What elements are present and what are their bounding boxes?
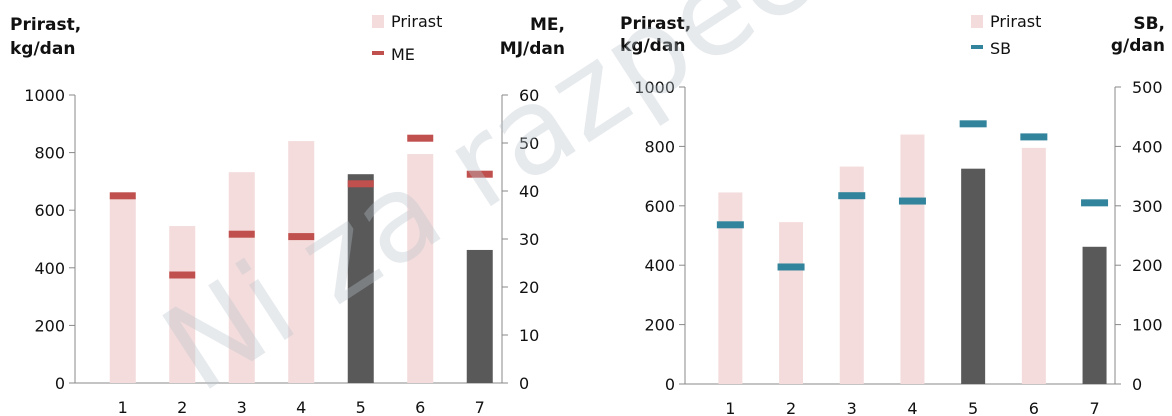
- y-tick-label-right: 0: [519, 374, 529, 393]
- y-tick-label-right: 60: [519, 86, 539, 105]
- y-tick-label-right: 500: [1132, 78, 1163, 97]
- marker-sb-2: [777, 263, 805, 271]
- y-axis-title-right: SB, g/dan: [1111, 14, 1165, 56]
- y-tick-label-left: 800: [34, 144, 65, 163]
- marker-me-2: [169, 271, 196, 279]
- y-tick-label-left: 0: [55, 374, 65, 393]
- bar-prirast-5: [347, 174, 374, 383]
- marker-me-3: [228, 230, 255, 238]
- y-tick-label-left: 200: [644, 316, 675, 335]
- x-tick-label: 2: [177, 398, 187, 416]
- bar-prirast-3: [839, 166, 864, 384]
- marker-me-4: [288, 233, 315, 241]
- marker-me-7: [466, 170, 493, 178]
- x-tick-label: 1: [118, 398, 128, 416]
- x-tick-label: 2: [786, 399, 796, 416]
- x-tick-label: 5: [356, 398, 366, 416]
- y-tick-label-right: 20: [519, 278, 539, 297]
- x-tick-label: 6: [415, 398, 425, 416]
- y-axis-title-right: ME, MJ/dan: [500, 15, 565, 59]
- y-tick-label-right: 10: [519, 326, 539, 345]
- marker-sb-1: [716, 221, 744, 229]
- marker-sb-5: [959, 120, 987, 128]
- marker-sb-3: [838, 192, 866, 200]
- bar-prirast-5: [961, 168, 986, 384]
- y-tick-label-right: 100: [1132, 316, 1163, 335]
- y-tick-label-right: 200: [1132, 256, 1163, 275]
- legend-label-prirast: Prirast: [391, 12, 442, 31]
- marker-sb-7: [1081, 199, 1109, 207]
- bar-prirast-7: [466, 249, 493, 383]
- y-tick-label-left: 1000: [24, 86, 65, 105]
- bar-prirast-7: [1082, 246, 1107, 384]
- y-tick-label-right: 300: [1132, 197, 1163, 216]
- bar-prirast-3: [228, 172, 255, 383]
- bar-prirast-4: [288, 141, 315, 383]
- y-axis-title-left: Prirast, kg/dan: [620, 14, 691, 56]
- y-tick-label-right: 0: [1132, 375, 1142, 394]
- y-tick-label-left: 800: [644, 137, 675, 156]
- y-tick-label-left: 600: [34, 201, 65, 220]
- bar-prirast-2: [779, 222, 804, 384]
- bar-prirast-6: [1021, 147, 1046, 384]
- y-tick-label-right: 400: [1132, 137, 1163, 156]
- marker-me-6: [407, 134, 434, 142]
- legend-label-sb: SB: [990, 39, 1011, 58]
- x-tick-label: 1: [725, 399, 735, 416]
- y-tick-label-left: 400: [34, 259, 65, 278]
- y-tick-label-right: 50: [519, 134, 539, 153]
- bar-prirast-4: [900, 134, 925, 384]
- x-tick-label: 4: [296, 398, 306, 416]
- legend-swatch-me: [372, 51, 384, 55]
- legend-swatch-prirast: [971, 15, 983, 28]
- y-tick-label-left: 0: [665, 375, 675, 394]
- legend-swatch-sb: [971, 45, 983, 49]
- x-tick-label: 6: [1029, 399, 1039, 416]
- x-tick-label: 7: [1089, 399, 1099, 416]
- y-tick-label-left: 400: [644, 256, 675, 275]
- marker-me-5: [347, 180, 374, 188]
- bar-prirast-1: [718, 192, 743, 384]
- x-tick-label: 7: [475, 398, 485, 416]
- marker-sb-4: [898, 197, 926, 205]
- chart-right: Prirast, kg/dan SB, g/dan 0 200 400 600 800 1000 0…: [620, 12, 1165, 416]
- marker-me-1: [109, 192, 136, 200]
- y-tick-label-right: 40: [519, 182, 539, 201]
- bar-prirast-6: [407, 154, 434, 383]
- x-tick-label: 4: [907, 399, 917, 416]
- x-tick-label: 5: [968, 399, 978, 416]
- y-tick-label-right: 30: [519, 230, 539, 249]
- y-tick-label-left: 1000: [634, 78, 675, 97]
- x-tick-label: 3: [847, 399, 857, 416]
- legend-label-me: ME: [391, 45, 415, 64]
- y-axis-title-left: Prirast, kg/dan: [10, 15, 81, 59]
- legend-swatch-prirast: [372, 15, 384, 28]
- bar-prirast-2: [169, 226, 196, 383]
- y-tick-label-left: 200: [34, 316, 65, 335]
- x-tick-label: 3: [237, 398, 247, 416]
- bar-prirast-1: [109, 197, 136, 383]
- y-tick-label-left: 600: [644, 197, 675, 216]
- legend-label-prirast: Prirast: [990, 12, 1041, 31]
- marker-sb-6: [1020, 133, 1048, 141]
